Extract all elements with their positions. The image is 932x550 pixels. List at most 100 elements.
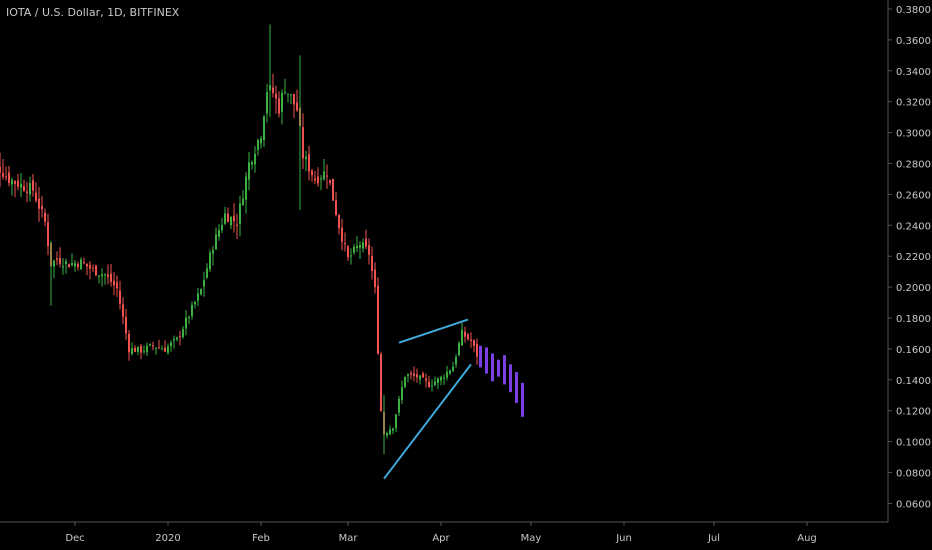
down-candle bbox=[371, 256, 373, 272]
down-candle bbox=[164, 347, 166, 352]
down-candle bbox=[341, 227, 343, 242]
up-candle bbox=[161, 348, 163, 350]
price-tick-label: 0.1200 bbox=[896, 407, 931, 418]
up-candle bbox=[248, 162, 250, 180]
up-candle bbox=[287, 93, 289, 95]
down-candle bbox=[368, 245, 370, 255]
down-candle bbox=[374, 269, 376, 288]
down-candle bbox=[140, 345, 142, 353]
up-candle bbox=[419, 375, 421, 380]
up-candle bbox=[356, 245, 358, 249]
price-tick-label: 0.3600 bbox=[896, 36, 931, 47]
down-candle bbox=[428, 381, 430, 387]
time-tick-label: Jun bbox=[615, 533, 632, 544]
trendline[interactable] bbox=[383, 363, 472, 480]
up-candle bbox=[245, 176, 247, 200]
time-axis[interactable]: Dec 2020 Feb Mar Apr May Jun Jul Aug bbox=[0, 521, 888, 544]
up-candle bbox=[446, 371, 448, 378]
down-candle bbox=[116, 282, 118, 289]
down-candle bbox=[332, 178, 334, 201]
down-candle bbox=[335, 200, 337, 215]
down-candle bbox=[128, 334, 130, 353]
down-candle bbox=[152, 345, 154, 347]
down-candle bbox=[119, 290, 121, 304]
up-candle bbox=[29, 183, 31, 195]
symbol-title: IOTA / U.S. Dollar, 1D, BITFINEX bbox=[6, 6, 180, 19]
down-candle bbox=[59, 257, 61, 265]
up-candle bbox=[395, 414, 397, 429]
price-axis[interactable]: 0.3800 0.3600 0.3400 0.3200 0.3000 0.2800 0.26… bbox=[887, 0, 931, 522]
down-candle bbox=[32, 180, 34, 191]
trendline-group bbox=[383, 318, 472, 480]
up-candle bbox=[323, 171, 325, 180]
down-candle bbox=[110, 273, 112, 283]
up-candle bbox=[104, 274, 106, 276]
down-candle bbox=[113, 280, 115, 286]
up-candle bbox=[263, 116, 265, 141]
up-candle bbox=[398, 398, 400, 413]
down-candle bbox=[473, 340, 475, 346]
time-tick-label: 2020 bbox=[155, 533, 180, 544]
projection-series bbox=[479, 345, 524, 417]
price-tick-label: 0.2000 bbox=[896, 283, 931, 294]
up-candle bbox=[452, 366, 454, 372]
time-tick-label: Mar bbox=[339, 533, 359, 544]
down-candle bbox=[158, 347, 160, 349]
up-candle bbox=[200, 289, 202, 295]
down-candle bbox=[68, 264, 70, 268]
time-tick-label: Aug bbox=[797, 533, 817, 544]
projection-bar bbox=[491, 353, 494, 382]
up-candle bbox=[185, 317, 187, 329]
down-candle bbox=[476, 343, 478, 357]
up-candle bbox=[437, 378, 439, 383]
up-candle bbox=[407, 374, 409, 377]
down-candle bbox=[236, 224, 238, 226]
up-candle bbox=[20, 183, 22, 188]
up-candle bbox=[284, 92, 286, 94]
price-tick-label: 0.2800 bbox=[896, 160, 931, 171]
down-candle bbox=[23, 186, 25, 191]
down-candle bbox=[107, 274, 109, 277]
up-candle bbox=[434, 381, 436, 386]
down-candle bbox=[44, 212, 46, 222]
trendline[interactable] bbox=[398, 318, 469, 344]
up-candle bbox=[218, 230, 220, 237]
down-candle bbox=[314, 178, 316, 181]
up-candle bbox=[170, 342, 172, 347]
down-candle bbox=[272, 87, 274, 93]
price-tick-label: 0.3000 bbox=[896, 129, 931, 140]
down-candle bbox=[377, 285, 379, 354]
up-candle bbox=[215, 234, 217, 250]
price-tick-label: 0.3800 bbox=[896, 5, 931, 16]
up-candle bbox=[443, 377, 445, 379]
price-tick-label: 0.1600 bbox=[896, 345, 931, 356]
price-tick-label: 0.2400 bbox=[896, 221, 931, 232]
price-tick-label: 0.2200 bbox=[896, 252, 931, 263]
up-candle bbox=[257, 139, 259, 150]
down-candle bbox=[77, 264, 79, 268]
down-candle bbox=[17, 180, 19, 187]
up-candle bbox=[173, 338, 175, 341]
down-candle bbox=[179, 336, 181, 338]
up-candle bbox=[362, 242, 364, 249]
up-candle bbox=[281, 92, 283, 112]
down-candle bbox=[317, 176, 319, 184]
time-tick-label: Feb bbox=[252, 533, 270, 544]
up-candle bbox=[197, 293, 199, 301]
price-tick-label: 0.0600 bbox=[896, 499, 931, 510]
down-candle bbox=[125, 317, 127, 334]
up-candle bbox=[431, 385, 433, 387]
up-candle bbox=[188, 316, 190, 318]
projection-bar bbox=[497, 359, 500, 377]
price-tick-label: 0.3400 bbox=[896, 67, 931, 78]
down-candle bbox=[134, 347, 136, 352]
down-candle bbox=[56, 258, 58, 260]
up-candle bbox=[65, 261, 67, 264]
down-candle bbox=[38, 198, 40, 209]
up-candle bbox=[155, 347, 157, 349]
down-candle bbox=[296, 102, 298, 111]
down-candle bbox=[47, 222, 49, 247]
up-candle bbox=[137, 346, 139, 352]
price-tick-label: 0.0800 bbox=[896, 469, 931, 480]
